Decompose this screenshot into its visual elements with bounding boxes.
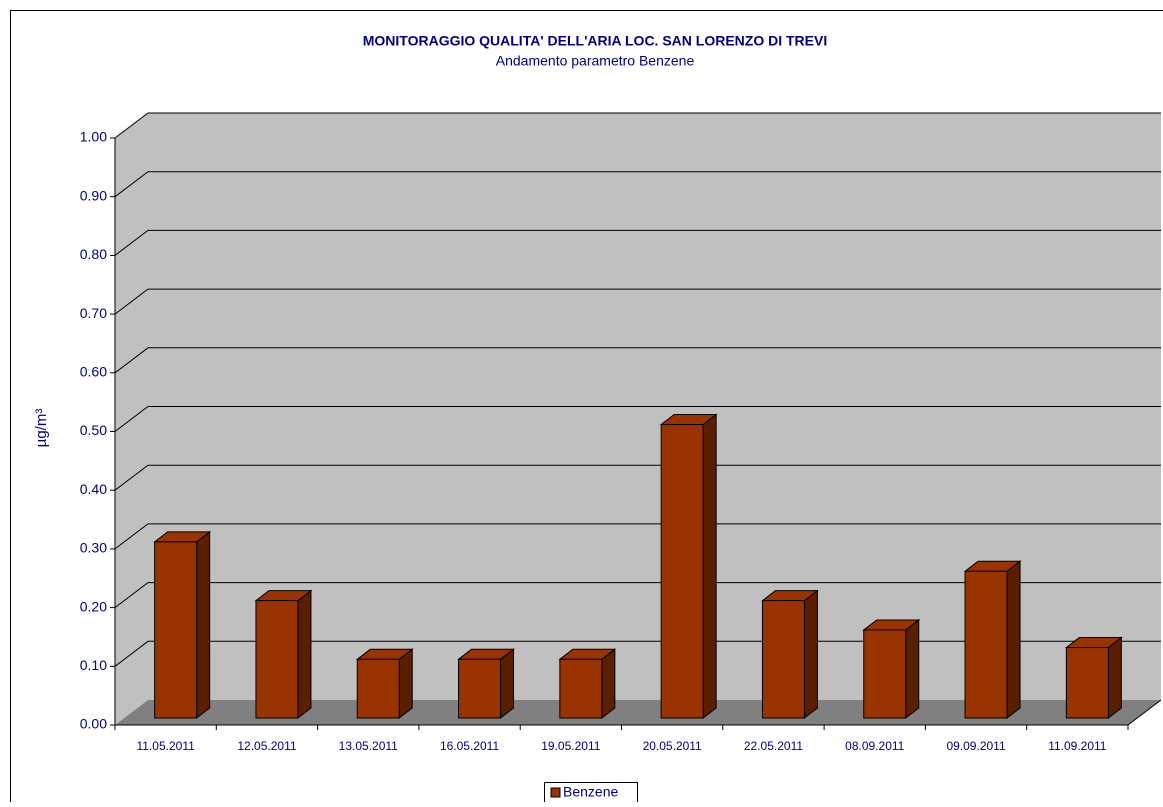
bar-side bbox=[197, 532, 210, 718]
bar-side bbox=[1007, 561, 1020, 718]
y-tick-label: 0.50 bbox=[80, 422, 107, 438]
x-tick-label: 11.05.2011 bbox=[137, 739, 196, 753]
bar-side bbox=[602, 649, 615, 718]
chart-title: MONITORAGGIO QUALITA' DELL'ARIA LOC. SAN… bbox=[363, 33, 828, 49]
chart-subtitle: Andamento parametro Benzene bbox=[496, 53, 695, 69]
y-tick-label: 0.80 bbox=[80, 246, 107, 262]
bar-side bbox=[804, 591, 817, 718]
bar bbox=[256, 601, 298, 718]
x-tick-label: 20.05.2011 bbox=[643, 739, 702, 753]
bar-side bbox=[399, 649, 412, 718]
y-tick-label: 0.10 bbox=[80, 657, 107, 673]
y-tick-label: 1.00 bbox=[80, 129, 107, 145]
x-tick-label: 12.05.2011 bbox=[237, 739, 296, 753]
x-tick-label: 11.09.2011 bbox=[1048, 739, 1107, 753]
y-tick-label: 0.60 bbox=[80, 364, 107, 380]
bar bbox=[357, 659, 399, 718]
bar bbox=[459, 659, 501, 718]
y-tick-label: 0.20 bbox=[80, 598, 107, 614]
bar-side bbox=[906, 620, 919, 718]
bar-side bbox=[703, 415, 716, 719]
y-axis-label: µg/m³ bbox=[33, 409, 50, 448]
x-tick-label: 09.09.2011 bbox=[946, 739, 1005, 753]
bar-side bbox=[501, 649, 514, 718]
x-tick-label: 19.05.2011 bbox=[541, 739, 600, 753]
x-tick-label: 22.05.2011 bbox=[744, 739, 803, 753]
bar bbox=[965, 571, 1007, 718]
y-tick-label: 0.70 bbox=[80, 305, 107, 321]
x-tick-label: 13.05.2011 bbox=[339, 739, 398, 753]
bar bbox=[560, 659, 602, 718]
y-tick-label: 0.30 bbox=[80, 540, 107, 556]
bar bbox=[155, 542, 197, 718]
x-tick-label: 08.09.2011 bbox=[845, 739, 904, 753]
bar-side bbox=[1108, 638, 1121, 718]
bar bbox=[661, 425, 703, 719]
y-tick-label: 0.00 bbox=[80, 716, 107, 732]
y-tick-label: 0.40 bbox=[80, 481, 107, 497]
bar bbox=[762, 601, 804, 718]
x-tick-label: 16.05.2011 bbox=[440, 739, 499, 753]
bar-side bbox=[298, 591, 311, 718]
legend-swatch bbox=[551, 788, 560, 797]
bar bbox=[1066, 648, 1108, 718]
bar bbox=[864, 630, 906, 718]
y-tick-label: 0.90 bbox=[80, 187, 107, 203]
legend-label: Benzene bbox=[563, 784, 618, 800]
